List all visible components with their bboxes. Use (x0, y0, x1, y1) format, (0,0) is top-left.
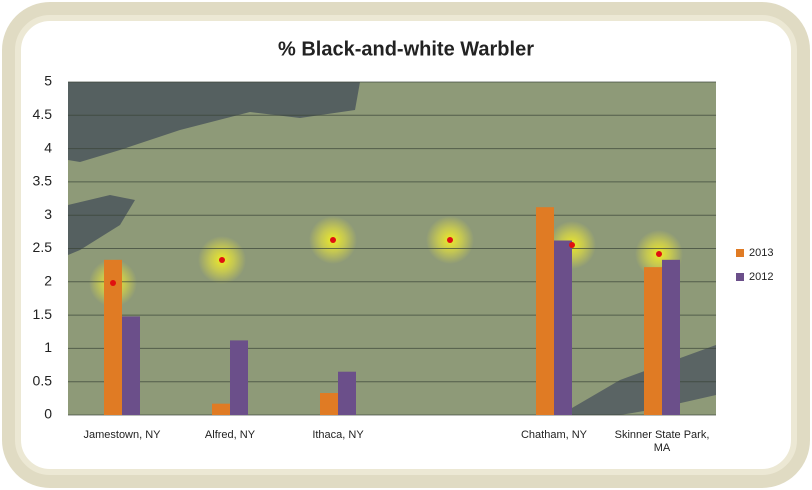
y-tick-label: 4.5 (33, 106, 53, 122)
bar (212, 403, 230, 415)
y-tick-label: 2 (44, 273, 52, 289)
bar (338, 371, 356, 415)
y-tick-label: 0 (44, 406, 52, 422)
chart-title: % Black-and-white Warbler (278, 38, 534, 60)
x-tick-label: Alfred, NY (204, 429, 256, 441)
y-tick-label: 2.5 (33, 239, 53, 255)
site-dot (110, 280, 116, 286)
site-dot (219, 257, 225, 263)
frame-inner (15, 15, 797, 475)
bar (644, 267, 662, 415)
x-tick-label: Skinner State Park, MA (614, 429, 710, 454)
bar (122, 316, 140, 415)
plot (68, 81, 716, 416)
site-dot (569, 242, 575, 248)
site-dot (447, 237, 453, 243)
bar (554, 240, 572, 415)
x-tick-label: Jamestown, NY (83, 429, 161, 441)
x-tick-label: Ithaca, NY (312, 429, 364, 441)
bar (230, 340, 248, 415)
y-tick-label: 1.5 (33, 306, 53, 322)
legend-label: 2013 (749, 247, 773, 259)
y-tick-label: 1 (44, 339, 52, 355)
y-tick-label: 3.5 (33, 173, 53, 189)
y-tick-label: 0.5 (33, 372, 53, 388)
legend-swatch (736, 273, 744, 281)
map-lake (68, 195, 135, 255)
map-lake (68, 82, 360, 162)
y-tick-label: 5 (44, 73, 52, 89)
bar (320, 393, 338, 415)
bar (536, 207, 554, 415)
legend-swatch (736, 249, 744, 257)
legend-label: 2012 (749, 271, 773, 283)
site-dot (330, 237, 336, 243)
y-tick-label: 4 (44, 139, 52, 155)
site-dot (656, 251, 662, 257)
bar (662, 259, 680, 415)
bar (104, 259, 122, 415)
x-tick-label: Chatham, NY (520, 429, 588, 441)
site-dots (110, 237, 662, 286)
y-tick-label: 3 (44, 206, 52, 222)
